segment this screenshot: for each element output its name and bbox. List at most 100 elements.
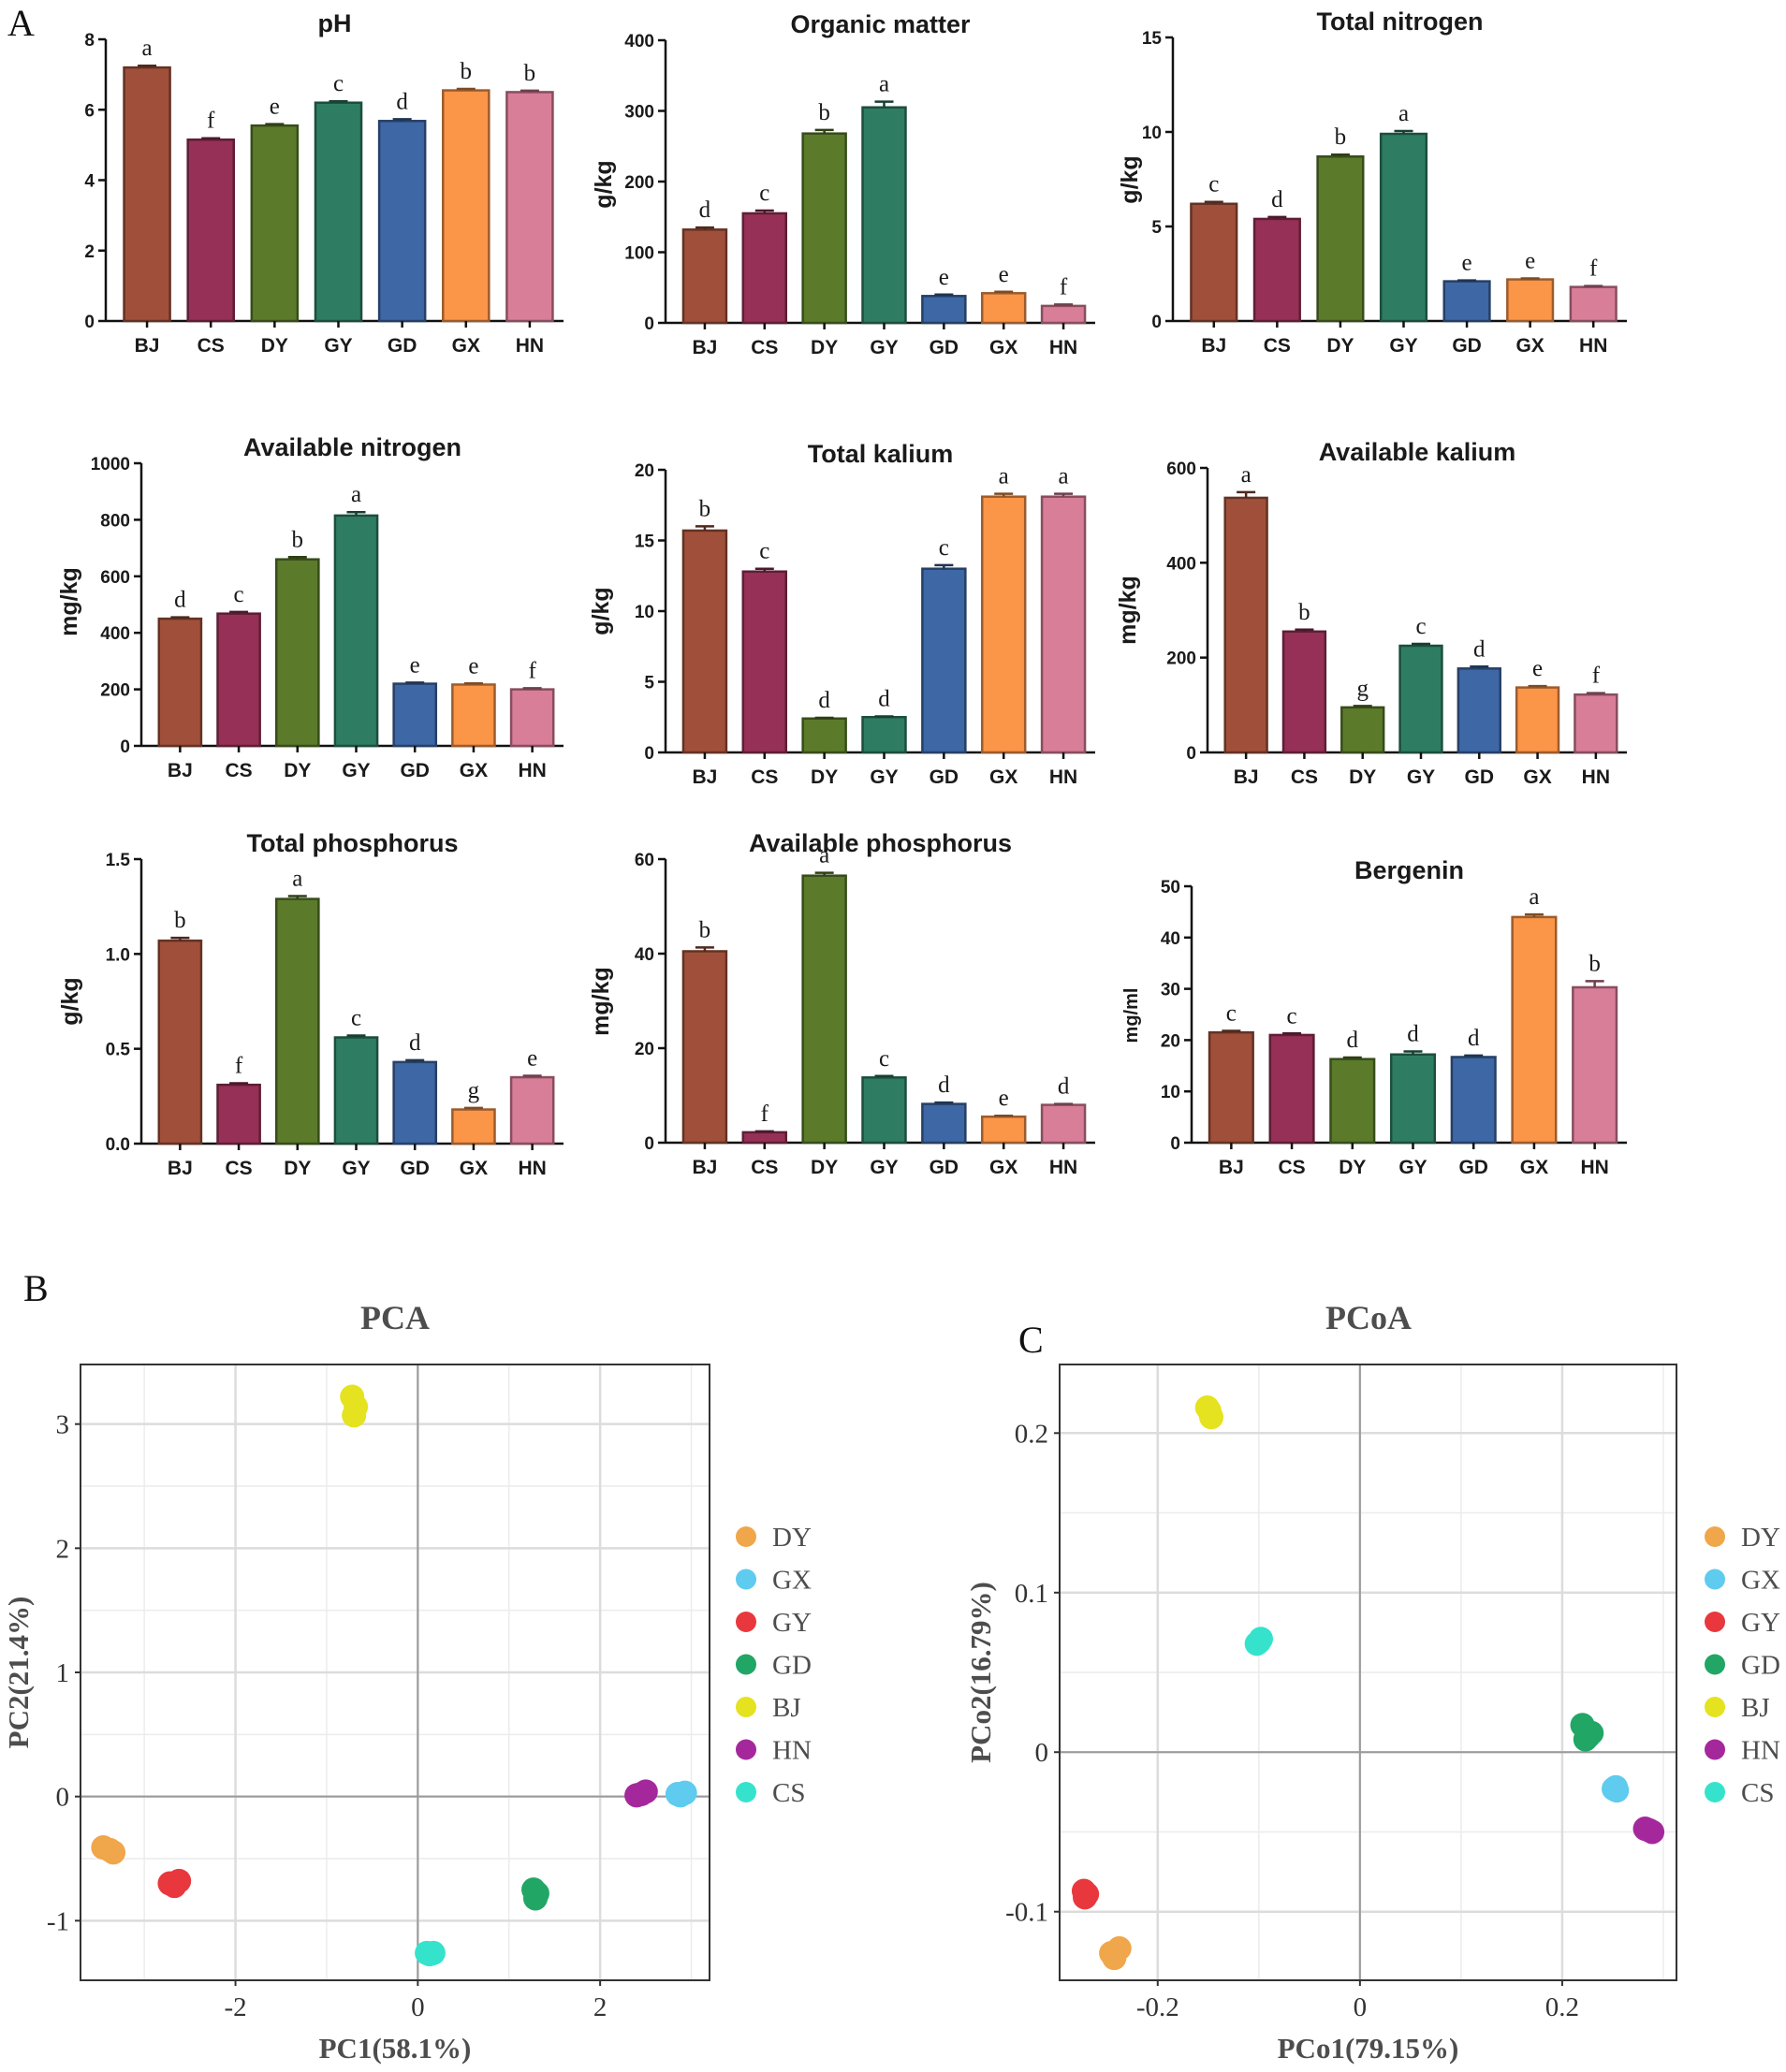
legend-label: BJ: [1741, 1693, 1770, 1723]
x-category-label: GY: [1398, 1157, 1427, 1178]
legend-marker-bj: [736, 1697, 756, 1717]
x-category-label: GY: [870, 1157, 898, 1178]
significance-letter: a: [1241, 462, 1252, 488]
bar-chart-4: Available nitrogen 0 200 400 600 800 1000 mg/kg…: [56, 433, 564, 781]
bar-cs: [216, 1083, 261, 1145]
legend-label: CS: [1741, 1778, 1774, 1808]
x-category-label: DY: [811, 1157, 838, 1178]
bar-gy: [1389, 1053, 1437, 1145]
x-category-label: GY: [870, 337, 898, 358]
significance-letter: d: [938, 1072, 950, 1098]
bar-cs: [741, 212, 788, 325]
x-category-label: CS: [198, 335, 225, 357]
y-tick-label: 0: [644, 744, 654, 764]
significance-letter: f: [1592, 664, 1601, 689]
y-tick-label: 400: [1166, 554, 1196, 574]
y-tick-label: 200: [624, 173, 654, 193]
bar-dy: [801, 874, 847, 1145]
significance-letter: d: [1468, 1026, 1480, 1051]
y-tick-label: 10: [1142, 124, 1162, 143]
y-axis-label: PC2(21.4%): [2, 1597, 35, 1749]
x-category-label: DY: [284, 760, 311, 781]
bar-bj: [681, 529, 728, 754]
x-category-label: GD: [930, 766, 959, 788]
chart-title: Total nitrogen: [1317, 7, 1484, 36]
x-category-label: GD: [1452, 335, 1482, 357]
y-tick-label: 0: [1170, 1134, 1180, 1154]
bar-chart-1: pH 0 2 4 6 8 a BJ f CS e DY c GY d GD b GX b HN: [84, 9, 564, 357]
x-tick-label: 2: [593, 1992, 608, 2022]
chart-title: Available nitrogen: [243, 433, 461, 461]
bar-gy: [333, 514, 379, 748]
x-category-label: HN: [1580, 1157, 1608, 1178]
bar-gd: [1442, 280, 1491, 323]
point-gy: [162, 1874, 187, 1899]
x-category-label: HN: [1579, 335, 1607, 357]
bar-dy: [274, 558, 320, 748]
x-category-label: CS: [1264, 335, 1291, 357]
significance-letter: b: [1298, 600, 1310, 625]
significance-letter: a: [1529, 884, 1539, 910]
legend-label: HN: [1741, 1736, 1780, 1766]
legend-marker-gd: [1705, 1654, 1725, 1675]
y-axis-label: mg/ml: [1121, 988, 1142, 1043]
y-tick-label: 5: [644, 674, 654, 693]
x-category-label: BJ: [1234, 766, 1259, 788]
y-tick-label: 200: [100, 681, 130, 701]
significance-letter: e: [1532, 656, 1543, 681]
y-tick-label: 400: [624, 32, 654, 51]
x-category-label: DY: [811, 337, 838, 358]
y-tick-label: 5: [1151, 218, 1162, 238]
x-category-label: BJ: [168, 1158, 193, 1179]
bar-gd: [392, 1060, 438, 1145]
y-axis-label: mg/kg: [588, 967, 614, 1036]
significance-letter: a: [819, 843, 829, 868]
bar-gd: [921, 567, 967, 754]
bar-hn: [1572, 985, 1618, 1145]
bar-gx: [980, 495, 1027, 754]
y-tick-label: -0.1: [1005, 1898, 1048, 1928]
y-tick-label: 50: [1161, 878, 1180, 897]
y-tick-label: 10: [1161, 1083, 1180, 1102]
significance-letter: c: [333, 71, 344, 96]
significance-letter: e: [1462, 251, 1472, 276]
significance-letter: c: [1287, 1003, 1297, 1029]
bar-bj: [157, 617, 203, 748]
significance-letter: b: [1588, 951, 1601, 976]
x-category-label: GY: [342, 760, 370, 781]
y-tick-label: 30: [1161, 981, 1180, 1000]
bar-gy: [861, 716, 907, 754]
significance-letter: c: [1208, 172, 1219, 197]
x-category-label: GD: [400, 1158, 430, 1179]
y-tick-label: 0: [84, 313, 95, 332]
chart-title: Available kalium: [1319, 438, 1516, 466]
bar-gd: [1457, 667, 1501, 754]
x-category-label: DY: [1339, 1157, 1366, 1178]
y-tick-label: 6: [84, 101, 95, 121]
x-category-label: CS: [225, 760, 252, 781]
y-tick-label: 4: [84, 172, 95, 192]
x-category-label: GX: [989, 1157, 1017, 1178]
y-tick-label: 20: [635, 461, 654, 481]
bar-hn: [509, 1075, 555, 1145]
bar-cs: [741, 1131, 788, 1145]
bar-dy: [801, 717, 847, 754]
significance-letter: b: [524, 61, 536, 86]
x-category-label: BJ: [692, 1157, 717, 1178]
significance-letter: c: [879, 1046, 889, 1072]
y-tick-label: 10: [635, 603, 654, 622]
y-tick-label: 0: [120, 737, 130, 757]
significance-letter: d: [174, 588, 186, 613]
bar-chart-9: Bergenin 0 10 20 30 40 50 mg/ml c BJ c CS d DY d GY d GD a…: [1121, 856, 1627, 1178]
bar-gd: [377, 120, 427, 323]
y-tick-label: 15: [635, 533, 655, 552]
x-category-label: GX: [1523, 766, 1551, 788]
x-category-label: GX: [452, 335, 480, 357]
x-category-label: CS: [1291, 766, 1318, 788]
significance-letter: c: [759, 539, 769, 564]
y-axis-label: mg/kg: [56, 567, 82, 636]
bar-gx: [451, 683, 496, 748]
bar-hn: [509, 688, 555, 748]
